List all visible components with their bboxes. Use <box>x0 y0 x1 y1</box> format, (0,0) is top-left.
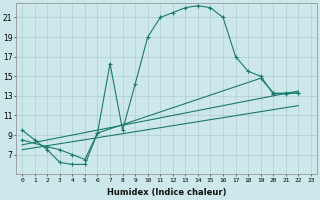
X-axis label: Humidex (Indice chaleur): Humidex (Indice chaleur) <box>107 188 226 197</box>
